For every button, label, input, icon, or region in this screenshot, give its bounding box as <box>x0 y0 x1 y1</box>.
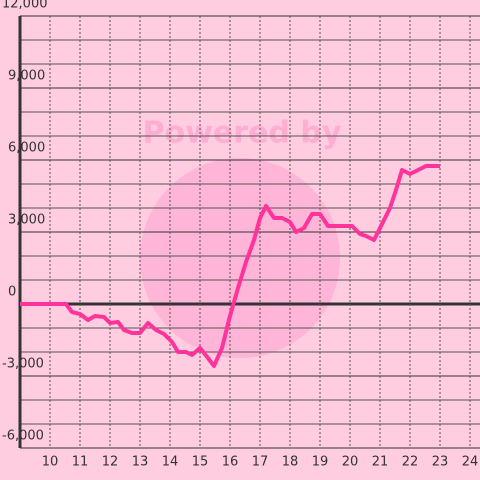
x-tick-label: 22 <box>402 455 419 470</box>
x-tick-label: 11 <box>72 455 89 470</box>
x-tick-label: 16 <box>222 455 239 470</box>
x-tick-label: 15 <box>192 455 209 470</box>
x-tick-label: 24 <box>462 455 479 470</box>
x-tick-label: 12 <box>102 455 119 470</box>
x-tick-label: 13 <box>132 455 149 470</box>
y-tick-label: -3,000 <box>2 357 44 372</box>
y-tick-label: 0 <box>8 285 16 300</box>
y-tick-label: 12,000 <box>2 0 48 12</box>
x-tick-label: 10 <box>42 455 59 470</box>
x-tick-label: 18 <box>282 455 299 470</box>
data-line <box>20 164 441 368</box>
watermark: Powered by <box>143 116 342 151</box>
x-tick-label: 19 <box>312 455 329 470</box>
y-tick-label: 9,000 <box>8 69 45 84</box>
y-tick-label: 6,000 <box>8 141 45 156</box>
x-tick-label: 17 <box>252 455 269 470</box>
x-tick-label: 23 <box>432 455 449 470</box>
x-tick-label: 21 <box>372 455 389 470</box>
y-tick-label: 3,000 <box>8 213 45 228</box>
x-tick-label: 20 <box>342 455 359 470</box>
x-tick-label: 14 <box>162 455 179 470</box>
y-tick-label: -6,000 <box>2 429 44 444</box>
